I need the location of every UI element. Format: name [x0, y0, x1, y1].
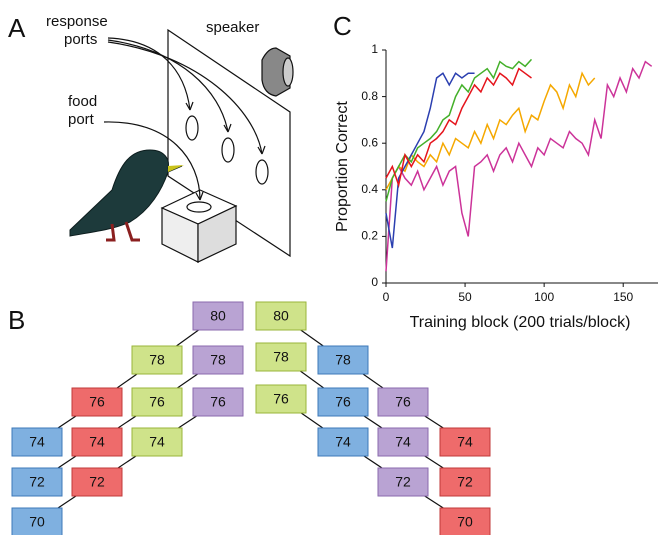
label: food [68, 93, 97, 110]
box-label: 72 [29, 474, 45, 490]
box [71, 427, 123, 457]
box-label: 78 [335, 352, 351, 368]
series-line [385, 60, 653, 272]
panel-b: 80 78 78 76 76 76 74 74 74 72 72 70 80 78 78 76 76 76 74 74… [11, 301, 491, 535]
panel-c: 0 0.2 0.4 0.6 0.8 1 0 50 100 150 Training block (2… [334, 42, 658, 331]
label: response [46, 13, 108, 30]
y-tick-label: 1 [371, 42, 378, 56]
y-tick-label: 0.4 [361, 182, 378, 196]
box-label: 74 [395, 434, 411, 450]
series-line [385, 72, 475, 249]
box [317, 427, 369, 457]
box [131, 345, 183, 375]
x-tick-label: 150 [613, 290, 633, 304]
label: ports [64, 31, 97, 48]
box-label: 80 [273, 308, 289, 324]
x-tick-label: 0 [383, 290, 390, 304]
box [11, 507, 63, 535]
box-label: 74 [335, 434, 351, 450]
box [439, 427, 491, 457]
x-tick-label: 50 [458, 290, 472, 304]
box-label: 74 [89, 434, 105, 450]
box [71, 387, 123, 417]
box [192, 345, 244, 375]
box [377, 427, 429, 457]
box-label: 70 [457, 514, 473, 530]
box [11, 427, 63, 457]
x-axis-label: Training block (200 trials/block) [410, 314, 631, 331]
y-tick-label: 0.2 [361, 229, 378, 243]
box [255, 384, 307, 414]
box [255, 342, 307, 372]
box [131, 427, 183, 457]
box [192, 301, 244, 331]
y-axis-label: Proportion Correct [334, 101, 351, 232]
box [439, 467, 491, 497]
y-tick-label: 0.6 [361, 135, 378, 149]
y-tick-label: 0 [371, 275, 378, 289]
label: speaker [206, 19, 259, 36]
label: port [68, 111, 95, 128]
box-label: 76 [273, 391, 289, 407]
box [317, 387, 369, 417]
box-label: 76 [149, 394, 165, 410]
box [131, 387, 183, 417]
box [11, 467, 63, 497]
bird [69, 149, 184, 242]
panel-letter: B [8, 305, 25, 335]
box-label: 72 [395, 474, 411, 490]
y-tick-label: 0.8 [361, 89, 378, 103]
box-label: 76 [210, 394, 226, 410]
box [377, 387, 429, 417]
box-label: 72 [457, 474, 473, 490]
box-label: 74 [149, 434, 165, 450]
box-label: 76 [89, 394, 105, 410]
box [377, 467, 429, 497]
panel-letter: A [8, 13, 26, 43]
box [192, 387, 244, 417]
box-label: 76 [395, 394, 411, 410]
box-label: 78 [273, 349, 289, 365]
series-line [385, 58, 533, 202]
x-tick-label: 100 [534, 290, 554, 304]
box [439, 507, 491, 535]
box [255, 301, 307, 331]
box-label: 74 [29, 434, 45, 450]
box-label: 80 [210, 308, 226, 324]
box-label: 72 [89, 474, 105, 490]
box [71, 467, 123, 497]
box-label: 78 [210, 352, 226, 368]
series-line [385, 71, 596, 191]
box-label: 74 [457, 434, 473, 450]
box-label: 76 [335, 394, 351, 410]
box [317, 345, 369, 375]
series-line [385, 67, 532, 188]
panel-letter: C [333, 11, 352, 41]
box-label: 70 [29, 514, 45, 530]
apparatus [103, 28, 294, 263]
box-label: 78 [149, 352, 165, 368]
